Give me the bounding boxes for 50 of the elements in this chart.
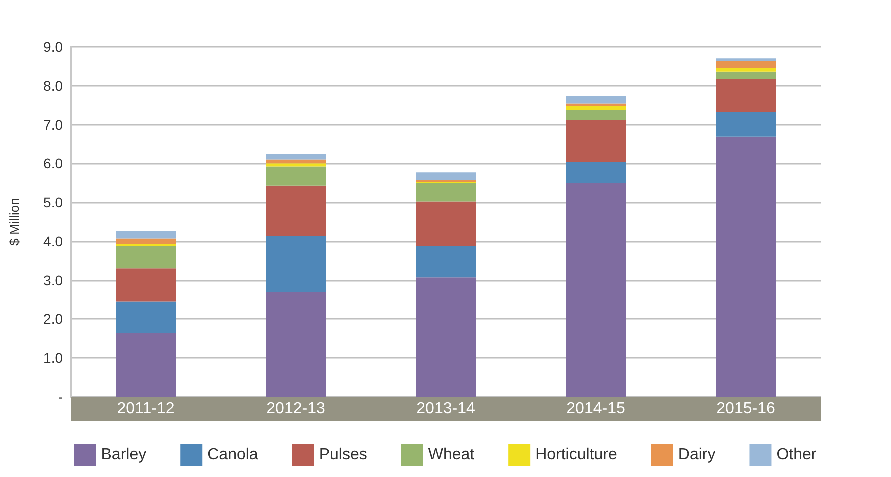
x-tick-label: 2014-15 — [566, 400, 626, 418]
legend-label: Pulses — [319, 446, 368, 464]
bar — [416, 184, 476, 202]
bar — [566, 104, 626, 106]
x-tick-label: 2015-16 — [716, 400, 776, 418]
y-tick-label: 6.0 — [44, 156, 64, 172]
bar — [266, 154, 326, 160]
bar — [116, 268, 176, 302]
bar — [566, 162, 626, 184]
bar — [416, 172, 476, 180]
y-tick-label: 8.0 — [44, 78, 64, 94]
x-tick-label: 2012-13 — [266, 400, 326, 418]
y-axis-title: $ Million — [7, 198, 22, 246]
bar — [266, 236, 326, 292]
bar — [716, 112, 776, 137]
y-tick-label: 5.0 — [44, 194, 64, 211]
bar — [116, 302, 176, 334]
legend-label: Wheat — [428, 446, 476, 464]
y-tick-label: 2.0 — [44, 311, 64, 328]
bar — [266, 160, 326, 164]
bar — [716, 79, 776, 112]
y-tick-label: 1.0 — [44, 350, 64, 366]
y-tick-label: 9.0 — [44, 39, 64, 55]
bar — [116, 231, 176, 239]
bar — [116, 238, 176, 245]
legend-label: Horticulture — [536, 446, 618, 464]
bar — [566, 120, 626, 162]
bar — [716, 61, 776, 68]
legend-label: Barley — [101, 446, 147, 464]
bar — [116, 246, 176, 269]
y-tick-label: 7.0 — [44, 116, 64, 133]
legend-label: Canola — [208, 446, 258, 464]
y-tick-label: - — [58, 389, 64, 405]
legend-label: Dairy — [678, 446, 716, 464]
bar — [716, 68, 776, 72]
bar — [416, 246, 476, 278]
y-tick-label: 4.0 — [44, 233, 64, 250]
bar — [266, 166, 326, 186]
bar — [266, 164, 326, 167]
bar — [266, 186, 326, 236]
legend-label: Other — [776, 446, 818, 464]
y-tick-label: 3.0 — [44, 272, 64, 288]
bar — [566, 96, 626, 104]
bar — [566, 110, 626, 120]
bar — [566, 106, 626, 110]
bar — [716, 72, 776, 80]
x-tick-label: 2013-14 — [416, 400, 476, 418]
bar — [416, 202, 476, 246]
x-tick-label: 2011-12 — [117, 400, 175, 418]
bar — [716, 58, 776, 62]
